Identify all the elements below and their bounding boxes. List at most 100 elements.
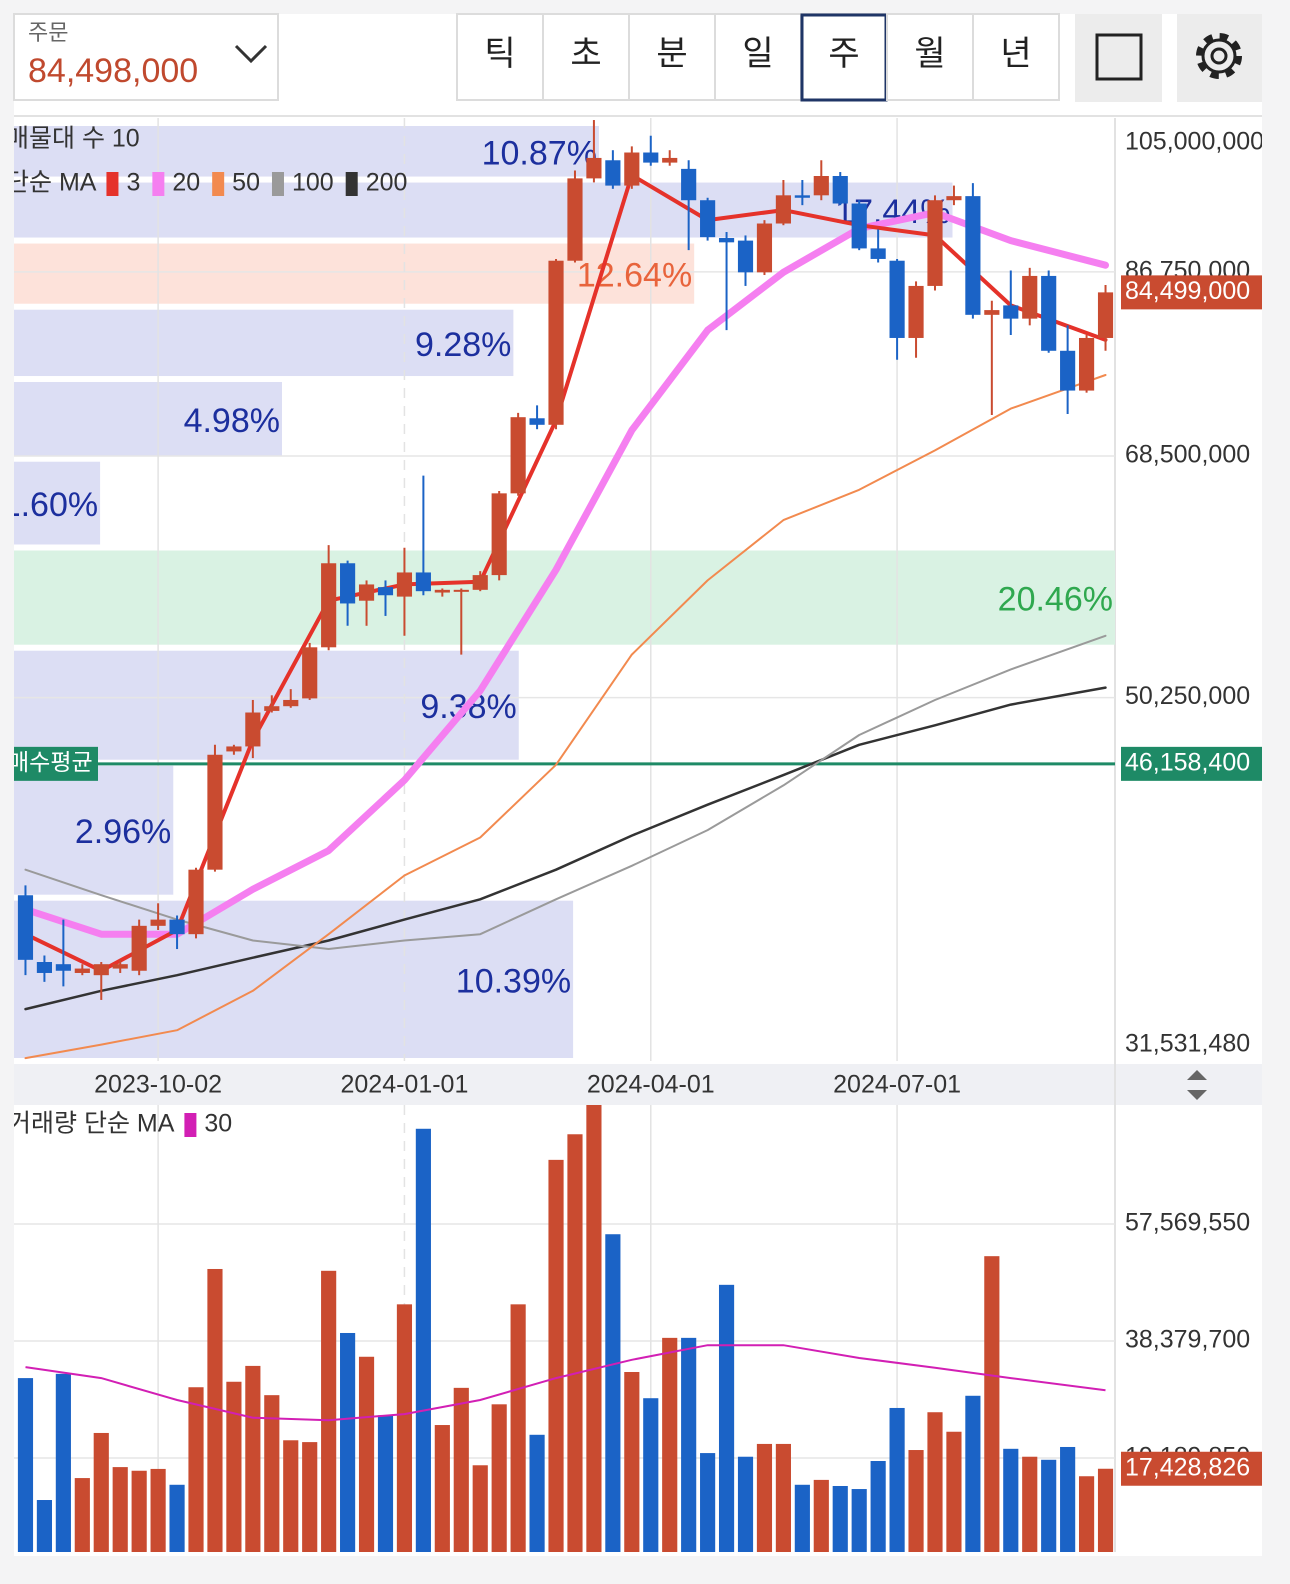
tab-label[interactable]: 월 bbox=[914, 35, 945, 73]
volume-bar bbox=[491, 1404, 507, 1552]
volume-bar bbox=[662, 1337, 678, 1552]
candle-body bbox=[283, 699, 299, 707]
volume-bar bbox=[415, 1128, 431, 1552]
y-tick-label: 68,500,000 bbox=[1125, 441, 1250, 469]
order-box[interactable]: 주문 84,498,000 bbox=[13, 13, 279, 101]
tab-label[interactable]: 주 bbox=[828, 35, 859, 73]
candle-body bbox=[415, 572, 431, 592]
volume-profile-label: 20.46% bbox=[998, 581, 1113, 619]
x-tick-label: 2023-10-02 bbox=[94, 1071, 222, 1099]
volume-bar bbox=[605, 1234, 621, 1552]
volume-bar bbox=[245, 1365, 261, 1552]
volume-bar bbox=[510, 1304, 526, 1552]
candle-body bbox=[150, 919, 166, 926]
volume-bar bbox=[927, 1412, 943, 1552]
y-tick-label: 50,250,000 bbox=[1125, 682, 1250, 710]
candle-body bbox=[662, 157, 678, 163]
volume-bar bbox=[586, 1105, 602, 1552]
volume-profile-band bbox=[14, 900, 574, 1058]
volume-bar bbox=[794, 1484, 810, 1552]
order-box-frame[interactable] bbox=[13, 13, 279, 101]
candle-body bbox=[377, 587, 394, 596]
volume-bar bbox=[396, 1304, 413, 1552]
volume-bar bbox=[264, 1395, 280, 1552]
resize-arrows[interactable] bbox=[1187, 1070, 1207, 1100]
volume-bar bbox=[1003, 1448, 1019, 1552]
y-tick-label: 31,531,480 bbox=[1125, 1030, 1250, 1058]
candle-body bbox=[775, 195, 791, 224]
volume-bar bbox=[434, 1425, 450, 1552]
candle-body bbox=[340, 563, 356, 604]
volume-bar bbox=[302, 1442, 318, 1552]
gear-teeth bbox=[1196, 33, 1242, 79]
tab-button[interactable] bbox=[456, 13, 544, 101]
settings-button[interactable] bbox=[1177, 14, 1262, 102]
square-button-bg[interactable] bbox=[1075, 14, 1162, 102]
candle-body bbox=[207, 754, 223, 870]
candle-body bbox=[529, 418, 545, 425]
avg-price-box bbox=[1121, 746, 1262, 781]
candle-body bbox=[1078, 337, 1095, 391]
tab-label[interactable]: 분 bbox=[656, 35, 687, 73]
volume-bar bbox=[643, 1398, 659, 1552]
candle-body bbox=[264, 706, 280, 711]
volume-bar bbox=[624, 1372, 640, 1552]
candle-body bbox=[832, 176, 848, 204]
volume-bar bbox=[74, 1478, 90, 1552]
volume-bar bbox=[681, 1337, 697, 1552]
candle-body bbox=[908, 285, 924, 338]
x-tick-label: 2024-01-01 bbox=[340, 1071, 468, 1099]
candle-body bbox=[927, 200, 943, 286]
volume-bar bbox=[283, 1440, 299, 1552]
candle-body bbox=[681, 168, 697, 201]
tab-label[interactable]: 년 bbox=[1000, 35, 1031, 73]
volume-bar bbox=[340, 1332, 356, 1552]
x-tick-label: 2024-07-01 bbox=[833, 1071, 961, 1099]
square-button[interactable] bbox=[1075, 14, 1162, 102]
volume-profile-band bbox=[14, 461, 101, 545]
tab-label[interactable]: 일 bbox=[742, 35, 773, 73]
candle-body bbox=[624, 152, 640, 186]
legend-swatch bbox=[184, 1113, 197, 1137]
gear-body bbox=[1201, 38, 1237, 74]
volume-profile-label: 9.28% bbox=[415, 326, 511, 364]
volume-bar bbox=[984, 1256, 1000, 1552]
candle-body bbox=[718, 238, 735, 243]
candle-body bbox=[74, 968, 90, 973]
x-axis: 2023-10-02 2024-01-01 2024-04-01 2024-07-01 bbox=[94, 1071, 961, 1099]
volume-bar bbox=[965, 1395, 981, 1552]
tab-label[interactable]: 틱 bbox=[484, 35, 515, 73]
x-axis-strip bbox=[14, 1064, 1262, 1105]
volume-profile-band bbox=[14, 550, 1115, 645]
legend-swatch bbox=[212, 172, 225, 196]
dropdown-chevron[interactable] bbox=[234, 44, 268, 64]
volume-bar bbox=[567, 1134, 583, 1552]
volume-bar bbox=[718, 1284, 735, 1552]
volume-bar bbox=[150, 1468, 166, 1552]
volume-bar bbox=[1078, 1476, 1095, 1552]
tab-button[interactable] bbox=[972, 13, 1060, 101]
legend-swatch bbox=[152, 172, 165, 196]
volume-profile-label: 12.64% bbox=[577, 257, 692, 295]
price-plot: 10.39%2.96%9.38%20.46%1.60%4.98%9.28%12.… bbox=[14, 118, 1115, 1061]
candle-body bbox=[302, 647, 318, 699]
volume-bar bbox=[226, 1381, 242, 1552]
volume-bar bbox=[188, 1387, 204, 1552]
tab-button[interactable] bbox=[628, 13, 716, 101]
candle-body bbox=[1003, 305, 1019, 319]
candle-body bbox=[112, 964, 128, 969]
candle-body bbox=[889, 260, 905, 338]
tab-label[interactable]: 초 bbox=[570, 35, 601, 73]
candle-body bbox=[737, 240, 754, 273]
volume-bar bbox=[529, 1434, 545, 1552]
tab-button[interactable] bbox=[542, 13, 630, 101]
candle-body bbox=[605, 160, 621, 186]
volume-profile-band bbox=[14, 309, 514, 377]
volume-bar bbox=[908, 1450, 924, 1552]
candle-body bbox=[396, 572, 413, 597]
candle-body bbox=[984, 310, 1000, 315]
right-axis: 105,000,00086,750,00068,500,00050,250,00… bbox=[1121, 128, 1262, 1486]
volume-bar bbox=[321, 1270, 337, 1552]
volume-bar bbox=[548, 1159, 564, 1552]
volume-bar bbox=[36, 1500, 53, 1552]
